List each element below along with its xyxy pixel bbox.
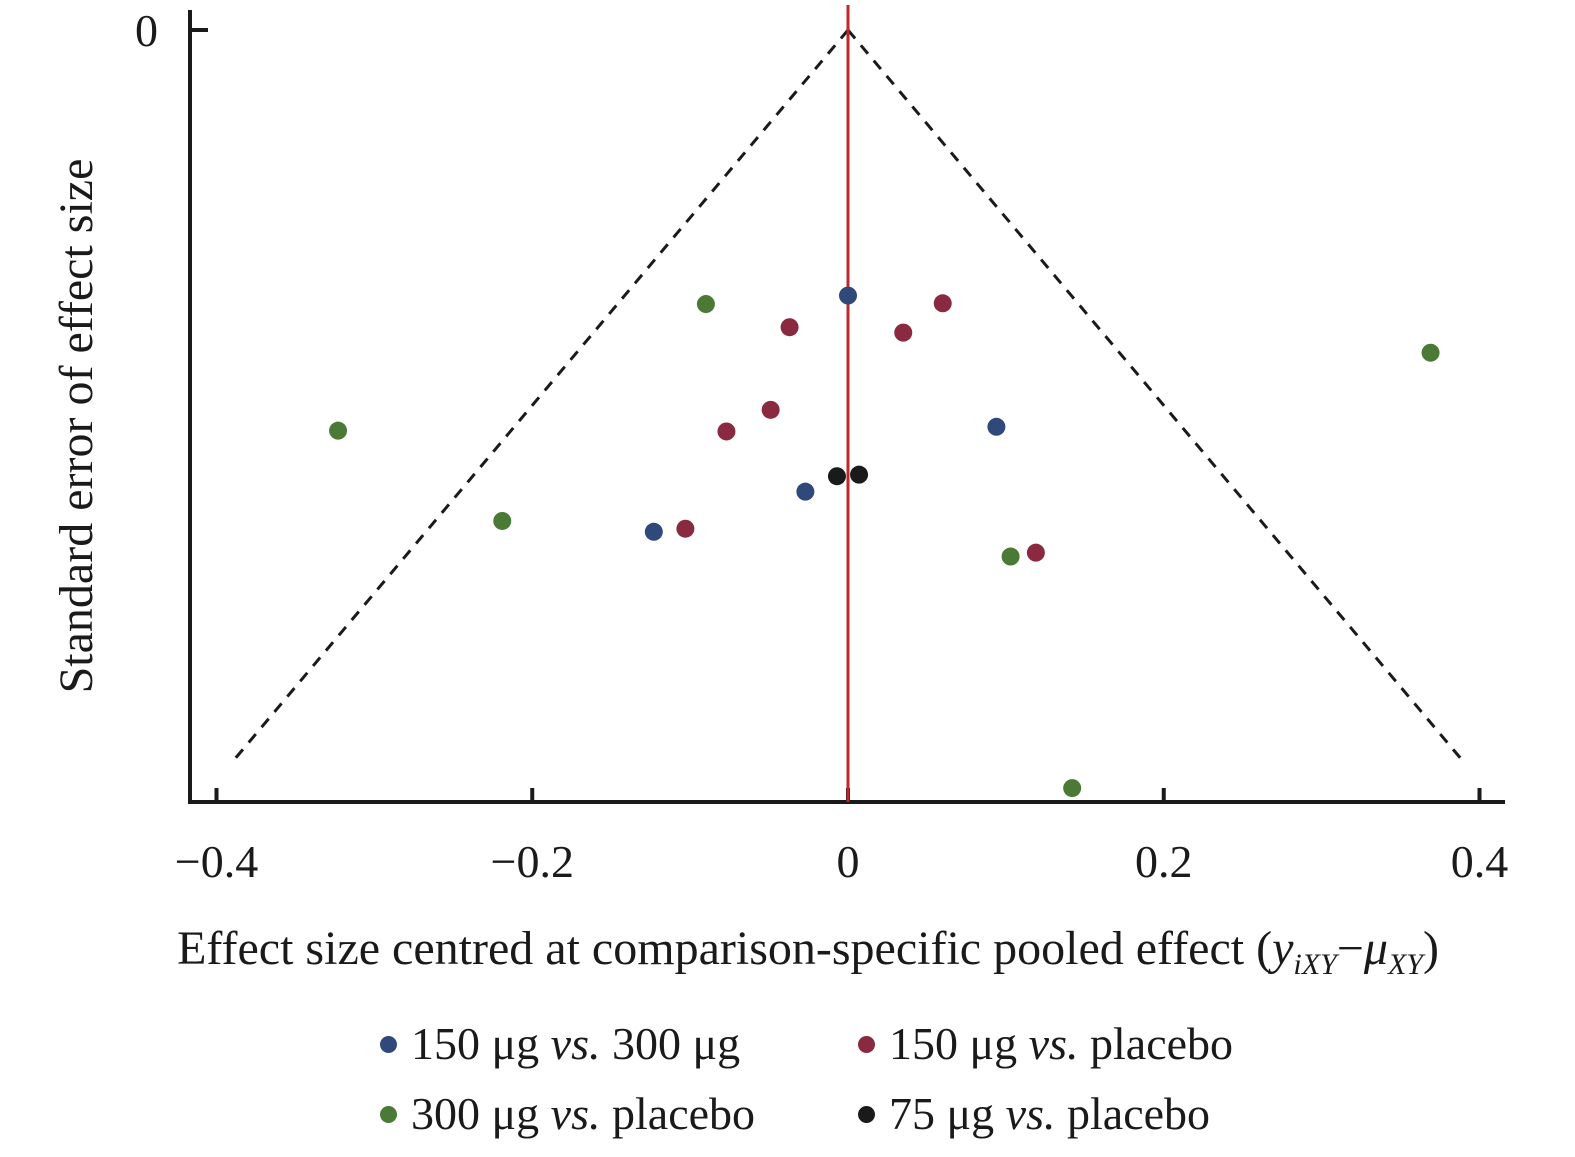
data-point	[696, 295, 715, 314]
data-point	[780, 318, 799, 337]
y-axis-title: Standard error of effect size	[50, 159, 103, 694]
x-tick-label: 0	[837, 836, 860, 887]
legend-item-300-vs-placebo: 300 μg vs. placebo	[380, 1086, 755, 1142]
x-tick-label: −0.2	[491, 836, 574, 887]
legend-label-post: placebo	[1055, 1088, 1211, 1139]
data-points	[329, 286, 1440, 798]
data-point	[644, 522, 663, 541]
data-point	[796, 482, 815, 501]
data-point	[933, 294, 952, 313]
x-title-mu: μ	[1363, 922, 1388, 975]
data-point	[827, 467, 846, 486]
legend-marker	[858, 1035, 875, 1053]
axis-labels: −0.4 −0.2 0 0.2 0.4 0 Standard error of effect…	[50, 5, 1508, 981]
x-title-prefix: Effect size centred at comparison-specif…	[177, 922, 1272, 975]
data-point	[850, 465, 869, 484]
x-title-y: y	[1267, 922, 1294, 975]
x-title-mu-sub: XY	[1387, 948, 1426, 981]
x-tick-label: 0.2	[1135, 836, 1193, 887]
y-tick-label: 0	[135, 5, 158, 56]
data-point	[1421, 343, 1440, 362]
legend-label-vs: vs.	[550, 1018, 601, 1069]
x-tick-label: −0.4	[175, 836, 258, 887]
legend-marker	[380, 1105, 397, 1123]
legend-label-pre: 150 μg	[889, 1018, 1029, 1069]
legend-label-vs: vs.	[1028, 1018, 1079, 1069]
data-point	[761, 400, 780, 419]
legend-marker	[380, 1035, 397, 1053]
data-point	[329, 421, 348, 440]
legend-label-post: placebo	[600, 1088, 756, 1139]
legend-marker	[858, 1105, 875, 1123]
data-point	[717, 422, 736, 441]
data-point	[1063, 779, 1082, 798]
legend-item-150-vs-300: 150 μg vs. 300 μg	[380, 1016, 740, 1072]
funnel-line-left	[231, 29, 850, 763]
data-point	[1001, 547, 1020, 566]
x-title-minus: −	[1337, 922, 1364, 975]
legend-item-150-vs-placebo: 150 μg vs. placebo	[858, 1016, 1233, 1072]
data-point	[1026, 543, 1045, 562]
legend-label-post: 300 μg	[600, 1018, 741, 1069]
data-point	[894, 323, 913, 342]
data-point	[987, 417, 1006, 436]
legend-label-vs: vs.	[1005, 1088, 1056, 1139]
legend-label-pre: 75 μg	[889, 1088, 1006, 1139]
x-axis-title: Effect size centred at comparison-specif…	[177, 922, 1439, 981]
legend-label-pre: 150 μg	[411, 1018, 551, 1069]
legend-label-vs: vs.	[550, 1088, 601, 1139]
data-point	[676, 519, 695, 538]
x-title-y-sub: iXY	[1293, 948, 1340, 981]
funnel-line-right	[846, 29, 1465, 763]
legend-label-post: placebo	[1078, 1018, 1234, 1069]
legend: 150 μg vs. 300 μg 150 μg vs. placebo 300…	[380, 1012, 1380, 1152]
legend-item-75-vs-placebo: 75 μg vs. placebo	[858, 1086, 1210, 1142]
legend-label-pre: 300 μg	[411, 1088, 551, 1139]
x-title-suffix: )	[1423, 922, 1439, 975]
x-tick-label: 0.4	[1451, 836, 1509, 887]
data-point	[839, 286, 857, 305]
data-point	[493, 511, 512, 530]
